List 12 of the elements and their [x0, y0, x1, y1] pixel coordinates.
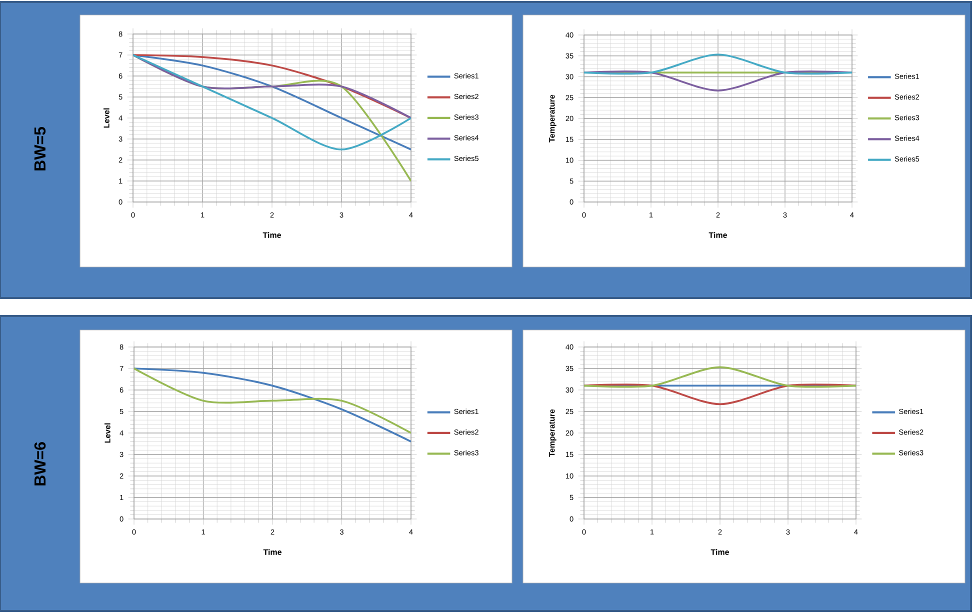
text: BW=5: [34, 126, 46, 170]
text: BW=6: [34, 442, 46, 486]
y-axis-title: Temperature: [549, 409, 556, 457]
x-axis-title: Time: [263, 549, 282, 555]
x-axis-title: Time: [262, 232, 282, 238]
y-axis-title: Level: [103, 108, 110, 128]
x-axis-title: Time: [708, 232, 727, 238]
y-axis-title: Temperature: [549, 94, 556, 142]
x-axis-title: Time: [710, 549, 730, 555]
line-series: [133, 54, 412, 119]
line-series: [133, 54, 412, 150]
y-axis-title: Level: [104, 423, 110, 443]
